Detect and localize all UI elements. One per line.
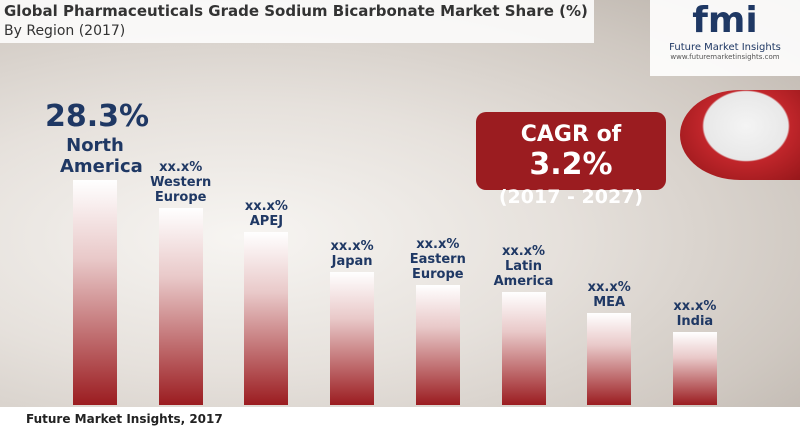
cagr-line: CAGR of 3.2%	[476, 122, 666, 182]
category-label: Eastern Europe	[409, 251, 466, 282]
data-label: 28.3%	[45, 99, 150, 134]
bar-label-group: xx.x% MEA	[559, 280, 659, 310]
chart-title: Global Pharmaceuticals Grade Sodium Bica…	[4, 2, 588, 20]
bar-label-group: xx.x% India	[645, 299, 745, 329]
bar-label-group: xx.x% Latin America	[474, 244, 574, 289]
cagr-prefix: CAGR of	[520, 122, 622, 147]
bowl-image	[680, 90, 800, 180]
bar	[587, 312, 632, 405]
logo-mark: fmi	[692, 0, 758, 41]
bar-label-group: xx.x% APEJ	[216, 199, 316, 229]
bar	[501, 292, 546, 405]
data-label: xx.x%	[416, 236, 460, 252]
bar-label-group: xx.x% Japan	[302, 239, 402, 269]
bar	[330, 272, 375, 405]
title-box: Global Pharmaceuticals Grade Sodium Bica…	[0, 0, 594, 43]
cagr-box: CAGR of 3.2% (2017 - 2027)	[476, 112, 666, 208]
bar-label-group: 28.3% North America	[45, 99, 150, 177]
bar	[73, 180, 117, 405]
source: Future Market Insights, 2017	[26, 412, 223, 426]
category-label: Latin America	[493, 259, 554, 290]
category-label: APEJ	[249, 213, 284, 229]
data-label: xx.x%	[330, 239, 374, 255]
category-label: Japan	[331, 254, 373, 270]
data-label: xx.x%	[501, 244, 546, 260]
bar-label-group: xx.x% Western Europe	[131, 160, 231, 205]
cagr-value: 3.2%	[529, 147, 613, 182]
footer: Future Market Insights, 2017	[0, 407, 800, 431]
category-label: MEA	[593, 294, 626, 310]
bar	[672, 331, 717, 405]
data-label: xx.x%	[587, 279, 631, 295]
data-label: xx.x%	[673, 298, 717, 314]
logo: fmi Future Market Insights www.futuremar…	[650, 0, 800, 76]
logo-url: www.futuremarketinsights.com	[670, 53, 780, 61]
bar	[158, 207, 203, 405]
category-label: Western Europe	[150, 174, 212, 205]
cagr-period: (2017 - 2027)	[498, 186, 644, 208]
bar-label-group: xx.x% Eastern Europe	[388, 237, 488, 282]
bar	[244, 231, 289, 405]
category-label: North America	[60, 135, 143, 177]
bar	[415, 284, 460, 405]
chart-subtitle: By Region (2017)	[4, 23, 126, 39]
data-label: xx.x%	[159, 159, 203, 175]
logo-name: Future Market Insights	[669, 42, 781, 53]
data-label: xx.x%	[244, 198, 288, 214]
category-label: India	[676, 313, 714, 329]
